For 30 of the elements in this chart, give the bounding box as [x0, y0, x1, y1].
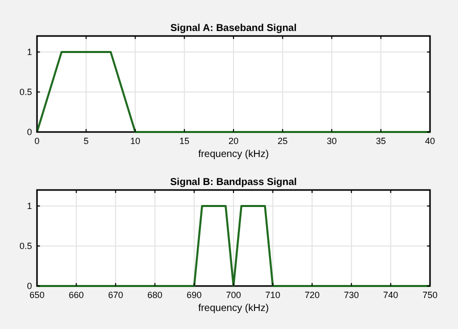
y-tick-label: 0.5	[19, 87, 32, 97]
x-tick-label: 15	[179, 136, 190, 146]
x-tick-label: 20	[228, 136, 239, 146]
x-tick-label: 40	[424, 136, 436, 146]
x-tick-label: 720	[304, 290, 320, 300]
x-tick-label: 0	[34, 136, 40, 146]
x-tick-label: 700	[226, 290, 242, 300]
x-tick-label: 5	[84, 136, 89, 146]
x-axis-title: frequency (kHz)	[198, 303, 269, 314]
x-tick-label: 30	[326, 136, 337, 146]
x-tick-label: 660	[68, 290, 84, 300]
x-tick-label: 25	[278, 136, 288, 146]
x-tick-label: 710	[265, 290, 280, 300]
chart-title: Signal B: Bandpass Signal	[170, 177, 298, 188]
x-tick-label: 740	[383, 290, 398, 300]
y-tick-label: 1	[26, 47, 32, 57]
y-tick-label: 0	[26, 281, 32, 291]
x-tick-label: 680	[147, 290, 162, 300]
x-tick-label: 730	[344, 290, 359, 300]
y-tick-label: 0.5	[19, 241, 32, 251]
chart-title: Signal A: Baseband Signal	[170, 23, 297, 34]
x-tick-label: 690	[186, 290, 202, 300]
x-axis-title: frequency (kHz)	[198, 149, 269, 160]
x-tick-label: 670	[108, 290, 124, 300]
x-tick-label: 35	[376, 136, 386, 146]
x-tick-label: 750	[422, 290, 438, 300]
x-tick-label: 10	[130, 136, 140, 146]
x-tick-label: 650	[29, 290, 45, 300]
y-tick-label: 1	[26, 201, 32, 211]
y-tick-label: 0	[26, 127, 32, 137]
